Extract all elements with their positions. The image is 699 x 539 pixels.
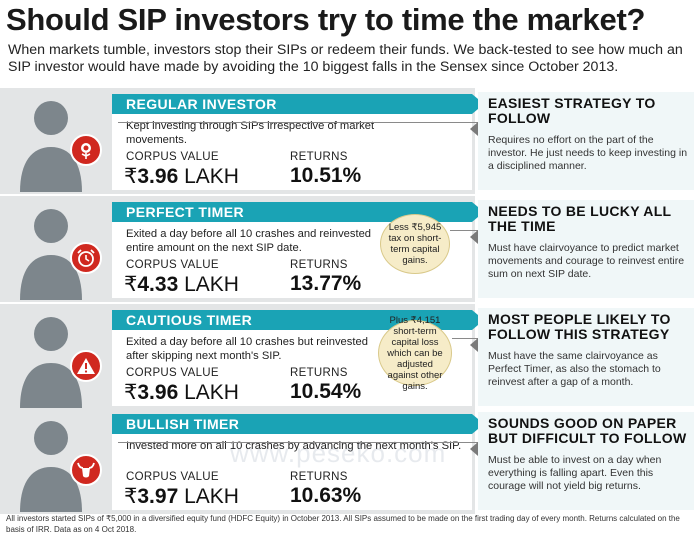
strategy-text: Must be able to invest on a day when eve… (488, 454, 662, 492)
strategy-text: Must have clairvoyance to predict market… (488, 242, 685, 280)
investor-card: BULLISH TIMER Invested more on all 10 cr… (112, 414, 484, 510)
connector-line (452, 338, 478, 339)
strategy-title: NEEDS TO BE LUCKY ALL THE TIME (488, 203, 672, 234)
strategy-panel: EASIEST STRATEGY TO FOLLOW Requires no e… (470, 92, 694, 190)
page-title: Should SIP investors try to time the mar… (6, 2, 646, 37)
investor-name: CAUTIOUS TIMER (126, 312, 253, 328)
investor-card: REGULAR INVESTOR Kept investing through … (112, 94, 484, 190)
returns-value: 10.51% (290, 164, 362, 187)
returns-value: 10.63% (290, 484, 362, 507)
corpus-label: CORPUS VALUE (126, 259, 219, 271)
person-silhouette-icon (20, 317, 82, 408)
tax-note: Less ₹5,945 tax on short-term capital ga… (380, 214, 450, 274)
investor-description: Invested more on all 10 crashes by advan… (126, 440, 462, 452)
strategy-title: EASIEST STRATEGY TO FOLLOW (488, 95, 656, 126)
alarm-clock-icon (70, 242, 102, 274)
investor-description: Exited a day before all 10 crashes and r… (126, 228, 372, 254)
corpus-value: ₹3.96 LAKH (124, 381, 239, 404)
investor-description: Exited a day before all 10 crashes but r… (126, 336, 368, 362)
strategy-panel: SOUNDS GOOD ON PAPER BUT DIFFICULT TO FO… (470, 412, 694, 510)
page-subtitle: When markets tumble, investors stop thei… (8, 42, 683, 75)
corpus-label: CORPUS VALUE (126, 367, 219, 379)
arrow-left-icon (470, 122, 478, 136)
arrow-left-icon (470, 338, 478, 352)
tax-note: Plus ₹4,151 short-term capital loss whic… (378, 315, 452, 392)
person-silhouette-icon (20, 101, 82, 192)
investor-description: Kept investing through SIPs irrespective… (126, 120, 375, 146)
returns-value: 10.54% (290, 380, 362, 403)
investor-banner: BULLISH TIMER (112, 414, 472, 434)
returns-label: RETURNS (290, 151, 348, 163)
connector-line (118, 122, 478, 123)
rose-icon (70, 134, 102, 166)
strategy-text: Must have the same clairvoyance as Perfe… (488, 350, 661, 388)
corpus-value: ₹4.33 LAKH (124, 273, 239, 296)
watermark: www.peseko.com (230, 438, 447, 468)
returns-label: RETURNS (290, 367, 348, 379)
warning-icon (70, 350, 102, 382)
investor-banner: PERFECT TIMER (112, 202, 472, 222)
bull-icon (70, 454, 102, 486)
returns-label: RETURNS (290, 471, 348, 483)
investor-row-perfect: PERFECT TIMER Exited a day before all 10… (0, 196, 699, 302)
corpus-value: ₹3.96 LAKH (124, 165, 239, 188)
person-silhouette-icon (20, 421, 82, 512)
strategy-panel: NEEDS TO BE LUCKY ALL THE TIME Must have… (470, 200, 694, 298)
connector-line (118, 442, 478, 443)
strategy-title: MOST PEOPLE LIKELY TO FOLLOW THIS STRATE… (488, 311, 671, 342)
investor-row-bullish: BULLISH TIMER Invested more on all 10 cr… (0, 408, 699, 514)
investor-row-regular: REGULAR INVESTOR Kept investing through … (0, 88, 699, 194)
returns-value: 13.77% (290, 272, 362, 295)
investor-row-cautious: CAUTIOUS TIMER Exited a day before all 1… (0, 304, 699, 410)
connector-line (450, 230, 478, 231)
corpus-label: CORPUS VALUE (126, 471, 219, 483)
arrow-left-icon (470, 442, 478, 456)
strategy-panel: MOST PEOPLE LIKELY TO FOLLOW THIS STRATE… (470, 308, 694, 406)
arrow-left-icon (470, 230, 478, 244)
investor-name: BULLISH TIMER (126, 416, 240, 432)
footnote: All investors started SIPs of ₹5,000 in … (6, 514, 680, 534)
investor-banner: CAUTIOUS TIMER (112, 310, 472, 330)
person-silhouette-icon (20, 209, 82, 300)
investor-name: REGULAR INVESTOR (126, 96, 277, 112)
corpus-value: ₹3.97 LAKH (124, 485, 239, 508)
corpus-label: CORPUS VALUE (126, 151, 219, 163)
investor-banner: REGULAR INVESTOR (112, 94, 472, 114)
returns-label: RETURNS (290, 259, 348, 271)
strategy-title: SOUNDS GOOD ON PAPER BUT DIFFICULT TO FO… (488, 415, 687, 446)
investor-name: PERFECT TIMER (126, 204, 244, 220)
strategy-text: Requires no effort on the part of the in… (488, 134, 688, 172)
